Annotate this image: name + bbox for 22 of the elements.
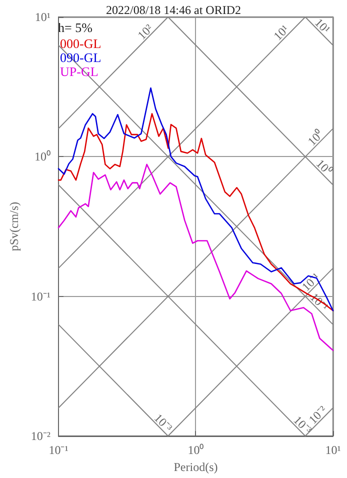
chart-title: 2022/08/18 14:46 at ORID2 — [106, 3, 241, 17]
annotation: 10⁻¹ — [298, 270, 323, 294]
text: 090-GL — [60, 50, 102, 65]
annotation: 10⁻² — [306, 402, 330, 427]
annotation: 10⁰ — [313, 156, 335, 178]
annotation: 10¹ — [270, 22, 292, 44]
x-tick-label: 10⁻¹ — [48, 443, 69, 457]
y-tick-label: 10⁰ — [34, 150, 50, 164]
annotation: 10⁰ — [304, 127, 326, 149]
annotation: 10¹ — [312, 15, 334, 37]
annotation: 10⁻³ — [151, 410, 176, 435]
x-tick-label: 10¹ — [325, 443, 342, 457]
y-tick-label: 10⁻² — [30, 429, 51, 443]
x-tick-label: 10⁰ — [188, 443, 204, 457]
y-tick-label: 10¹ — [34, 10, 51, 24]
text: UP-GL — [60, 64, 98, 79]
x-axis-title: Period(s) — [174, 460, 218, 474]
y-tick-label: 10⁻¹ — [30, 289, 51, 304]
y-axis-title: pSv(cm/s) — [7, 202, 21, 252]
annotation: 10² — [134, 21, 156, 42]
text: 000-GL — [60, 36, 102, 51]
legend-title: h= 5% — [58, 20, 93, 35]
